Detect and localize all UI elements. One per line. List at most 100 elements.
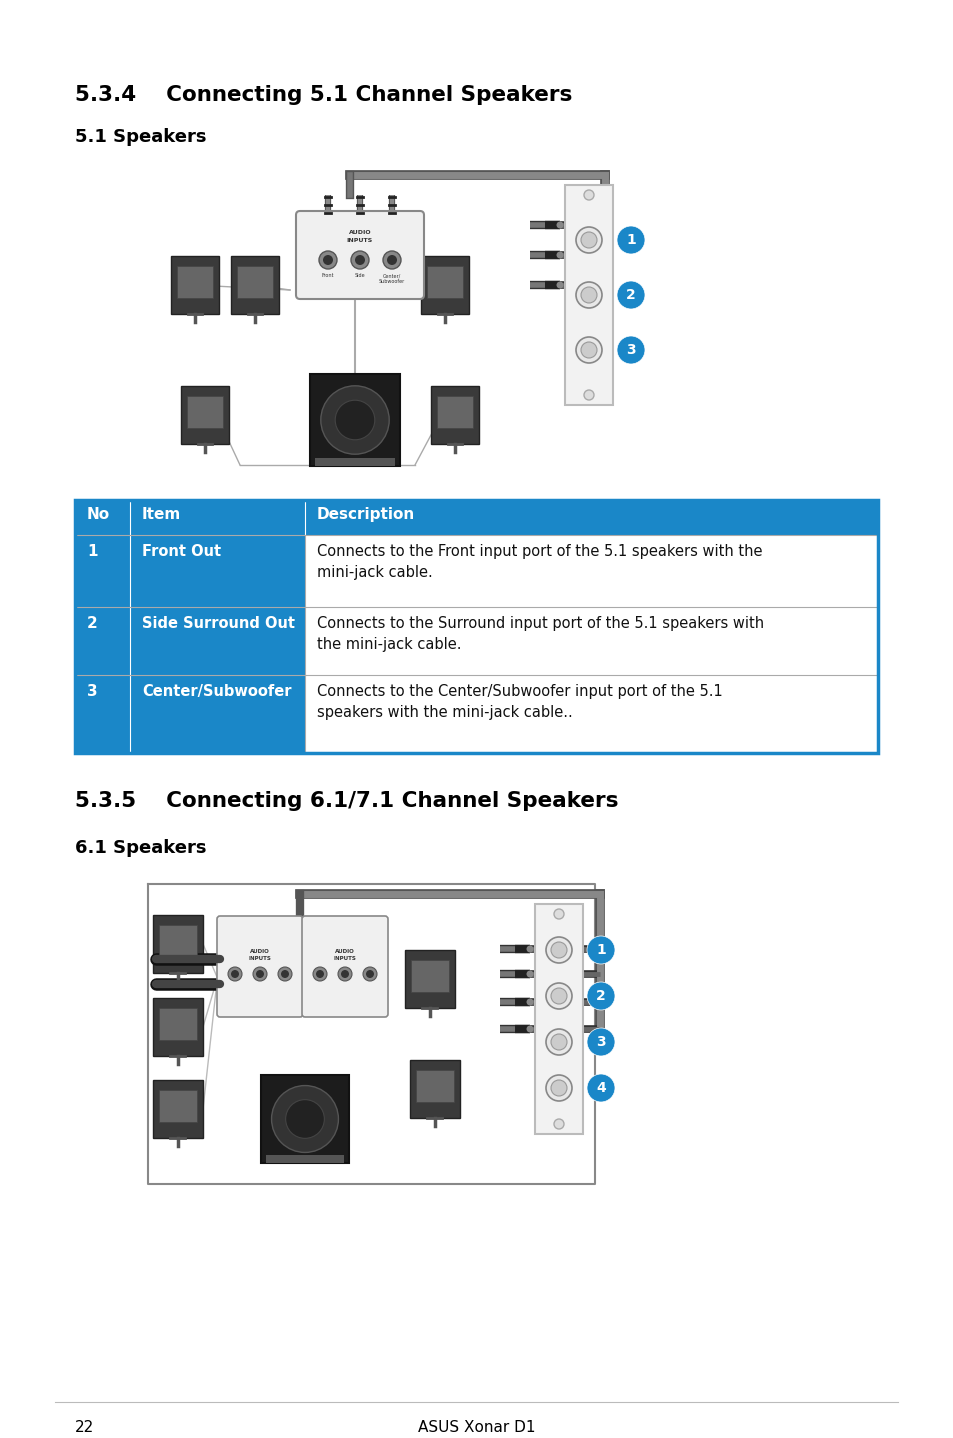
Bar bbox=[266, 1155, 344, 1163]
Circle shape bbox=[228, 966, 242, 981]
Text: 3: 3 bbox=[625, 344, 635, 357]
Circle shape bbox=[340, 971, 349, 978]
Circle shape bbox=[556, 252, 563, 259]
Circle shape bbox=[351, 252, 369, 269]
Text: 2: 2 bbox=[87, 615, 97, 631]
Text: 22: 22 bbox=[75, 1419, 94, 1435]
Text: Front Out: Front Out bbox=[142, 544, 221, 559]
Circle shape bbox=[556, 282, 563, 289]
Bar bbox=[420, 256, 469, 313]
Circle shape bbox=[617, 336, 644, 364]
Circle shape bbox=[545, 1076, 572, 1102]
Circle shape bbox=[315, 971, 324, 978]
Circle shape bbox=[551, 942, 566, 958]
Bar bbox=[75, 500, 877, 535]
Text: Description: Description bbox=[316, 508, 415, 522]
Circle shape bbox=[337, 966, 352, 981]
Bar bbox=[75, 535, 305, 607]
Bar bbox=[159, 1008, 196, 1040]
Bar bbox=[564, 186, 613, 406]
Circle shape bbox=[586, 982, 615, 1009]
Text: 5.3.5    Connecting 6.1/7.1 Channel Speakers: 5.3.5 Connecting 6.1/7.1 Channel Speaker… bbox=[75, 791, 618, 811]
Circle shape bbox=[526, 998, 533, 1005]
Circle shape bbox=[545, 938, 572, 963]
Circle shape bbox=[586, 936, 615, 963]
Circle shape bbox=[586, 1028, 615, 1055]
Text: 3: 3 bbox=[596, 1035, 605, 1048]
Circle shape bbox=[253, 966, 267, 981]
Bar bbox=[231, 256, 278, 313]
Bar bbox=[187, 395, 223, 429]
Bar bbox=[152, 915, 203, 974]
Text: INPUTS: INPUTS bbox=[347, 239, 373, 243]
FancyBboxPatch shape bbox=[302, 916, 388, 1017]
Bar bbox=[411, 961, 448, 992]
Circle shape bbox=[313, 966, 327, 981]
Bar bbox=[152, 998, 203, 1055]
Bar bbox=[236, 266, 273, 298]
Bar bbox=[75, 674, 305, 754]
Text: 5.3.4    Connecting 5.1 Channel Speakers: 5.3.4 Connecting 5.1 Channel Speakers bbox=[75, 85, 572, 105]
Bar bbox=[75, 607, 305, 674]
Circle shape bbox=[551, 988, 566, 1004]
Text: 1: 1 bbox=[625, 233, 636, 247]
Text: Connects to the Center/Subwoofer input port of the 5.1
speakers with the mini-ja: Connects to the Center/Subwoofer input p… bbox=[316, 684, 722, 720]
Text: 2: 2 bbox=[625, 288, 636, 302]
Circle shape bbox=[277, 966, 292, 981]
Circle shape bbox=[554, 1119, 563, 1129]
Circle shape bbox=[617, 226, 644, 255]
Text: AUDIO: AUDIO bbox=[349, 230, 371, 236]
Bar bbox=[410, 1060, 459, 1117]
Circle shape bbox=[617, 280, 644, 309]
Text: Side Surround Out: Side Surround Out bbox=[142, 615, 294, 631]
Text: AUDIO: AUDIO bbox=[335, 949, 355, 953]
Circle shape bbox=[363, 966, 376, 981]
Circle shape bbox=[366, 971, 374, 978]
Circle shape bbox=[231, 971, 239, 978]
Bar bbox=[427, 266, 462, 298]
Circle shape bbox=[255, 971, 264, 978]
Text: AUDIO: AUDIO bbox=[250, 949, 270, 953]
Text: 1: 1 bbox=[596, 943, 605, 958]
Circle shape bbox=[551, 1034, 566, 1050]
Circle shape bbox=[285, 1100, 324, 1139]
Text: Center/
Subwoofer: Center/ Subwoofer bbox=[378, 273, 405, 283]
Circle shape bbox=[556, 221, 563, 229]
FancyBboxPatch shape bbox=[295, 211, 423, 299]
Circle shape bbox=[576, 336, 601, 362]
Bar bbox=[159, 925, 196, 956]
Text: Connects to the Surround input port of the 5.1 speakers with
the mini-jack cable: Connects to the Surround input port of t… bbox=[316, 615, 763, 651]
Text: 5.1 Speakers: 5.1 Speakers bbox=[75, 128, 206, 147]
Text: ASUS Xonar D1: ASUS Xonar D1 bbox=[417, 1419, 536, 1435]
Text: Connects to the Front input port of the 5.1 speakers with the
mini-jack cable.: Connects to the Front input port of the … bbox=[316, 544, 761, 580]
Circle shape bbox=[382, 252, 400, 269]
Circle shape bbox=[320, 385, 389, 454]
Bar bbox=[75, 500, 877, 754]
Circle shape bbox=[580, 342, 597, 358]
Circle shape bbox=[586, 1074, 615, 1102]
Bar bbox=[405, 951, 455, 1008]
Circle shape bbox=[545, 984, 572, 1009]
Circle shape bbox=[335, 400, 375, 440]
Circle shape bbox=[545, 1030, 572, 1055]
Circle shape bbox=[554, 909, 563, 919]
Circle shape bbox=[583, 390, 594, 400]
Circle shape bbox=[580, 288, 597, 303]
Circle shape bbox=[583, 190, 594, 200]
Bar bbox=[75, 535, 877, 607]
Bar bbox=[314, 457, 395, 466]
Bar bbox=[431, 385, 478, 444]
Circle shape bbox=[526, 971, 533, 978]
Text: No: No bbox=[87, 508, 110, 522]
Circle shape bbox=[580, 232, 597, 247]
Text: 1: 1 bbox=[87, 544, 97, 559]
Circle shape bbox=[318, 252, 336, 269]
Circle shape bbox=[323, 255, 333, 265]
Circle shape bbox=[526, 1025, 533, 1032]
Bar bbox=[261, 1076, 349, 1163]
Circle shape bbox=[387, 255, 396, 265]
Text: INPUTS: INPUTS bbox=[249, 956, 272, 961]
Text: Side: Side bbox=[355, 273, 365, 278]
Text: 3: 3 bbox=[87, 684, 97, 699]
Bar bbox=[171, 256, 219, 313]
